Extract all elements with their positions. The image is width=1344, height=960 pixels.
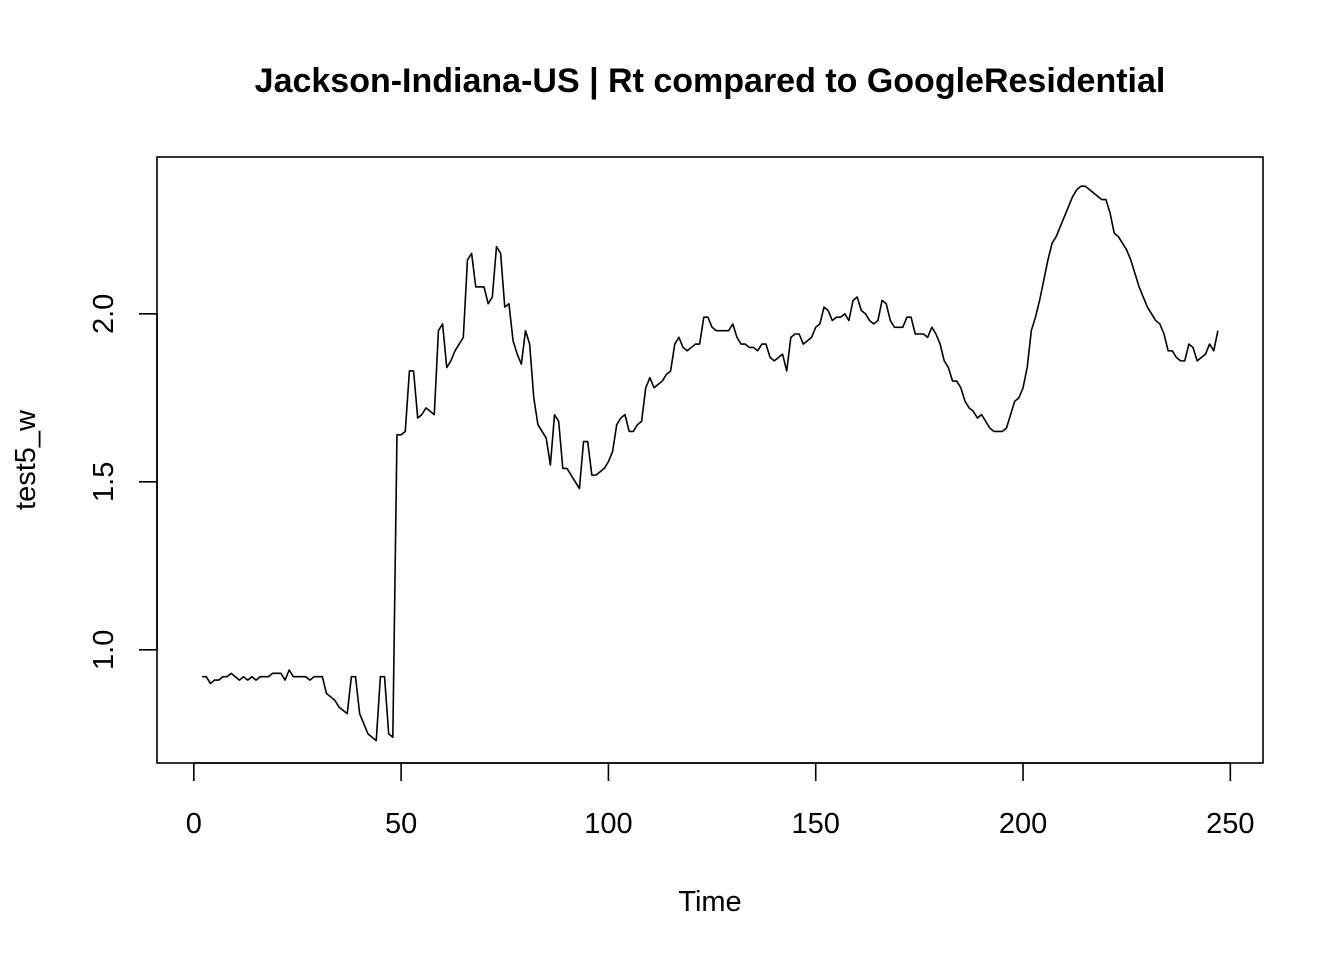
y-tick-label: 1.0 bbox=[88, 630, 120, 670]
x-axis-label: Time bbox=[678, 886, 741, 918]
x-tick-label: 100 bbox=[584, 808, 632, 840]
y-axis: 1.0 1.5 2.0 bbox=[88, 294, 158, 670]
x-tick-label: 250 bbox=[1206, 808, 1254, 840]
y-axis-label: test5_w bbox=[10, 409, 42, 510]
x-tick-label: 0 bbox=[186, 808, 202, 840]
plot-frame bbox=[156, 156, 1264, 764]
series-line bbox=[202, 185, 1219, 742]
y-tick-label: 1.5 bbox=[88, 462, 120, 502]
x-tick-label: 50 bbox=[385, 808, 417, 840]
chart-title: Jackson-Indiana-US | Rt compared to Goog… bbox=[255, 62, 1166, 100]
x-tick-label: 200 bbox=[999, 808, 1047, 840]
x-tick-label: 150 bbox=[792, 808, 840, 840]
y-tick-label: 2.0 bbox=[88, 294, 120, 334]
x-axis: 0 50 100 150 200 250 bbox=[186, 762, 1255, 840]
